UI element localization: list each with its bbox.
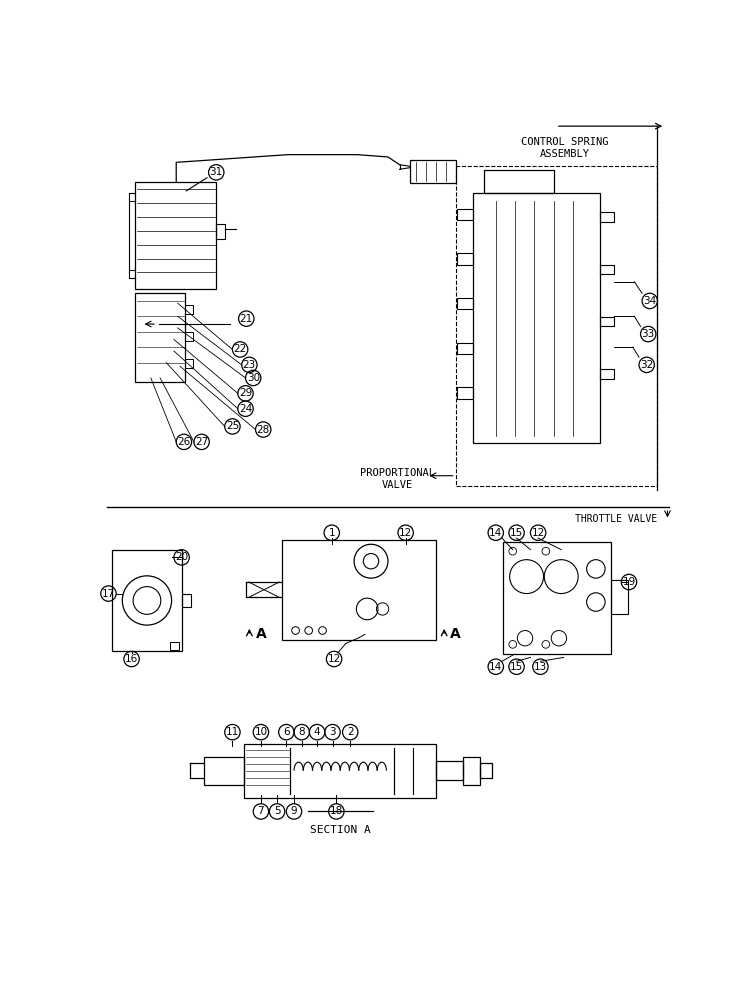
Text: 27: 27 (195, 437, 208, 447)
Bar (283, 540, 437, 640)
Text: 20: 20 (175, 552, 188, 562)
Text: 5: 5 (274, 806, 280, 816)
Bar (456, 166, 657, 486)
Text: 14: 14 (489, 528, 503, 538)
Text: 7: 7 (257, 806, 264, 816)
Text: 33: 33 (642, 329, 654, 339)
Bar (600, 369, 613, 379)
Bar (244, 744, 437, 798)
Text: 17: 17 (102, 589, 115, 599)
Bar (503, 542, 611, 654)
Text: 12: 12 (328, 654, 340, 664)
Bar (204, 757, 244, 785)
Bar (186, 332, 193, 341)
Text: 16: 16 (125, 654, 138, 664)
Bar (600, 265, 613, 274)
Bar (135, 293, 186, 382)
Text: 34: 34 (643, 296, 657, 306)
Text: 6: 6 (283, 727, 289, 737)
Bar (410, 160, 456, 183)
Text: SECTION A: SECTION A (310, 825, 370, 835)
Bar (186, 305, 193, 314)
Bar (473, 193, 600, 443)
Bar (135, 182, 216, 289)
Text: 18: 18 (330, 806, 343, 816)
Text: 25: 25 (226, 421, 239, 431)
Text: 23: 23 (243, 360, 256, 370)
Bar (600, 212, 613, 222)
Text: 8: 8 (298, 727, 305, 737)
Text: 10: 10 (254, 727, 268, 737)
Text: 22: 22 (233, 344, 247, 354)
Bar (457, 253, 473, 265)
Text: 28: 28 (257, 425, 270, 435)
Text: 32: 32 (640, 360, 653, 370)
Text: 12: 12 (532, 528, 545, 538)
Text: 1: 1 (328, 528, 335, 538)
Text: CONTROL SPRING
ASSEMBLY: CONTROL SPRING ASSEMBLY (521, 137, 609, 159)
Bar (484, 170, 554, 193)
Bar (186, 359, 193, 368)
Bar (112, 550, 182, 651)
Bar (600, 317, 613, 326)
Bar (182, 594, 191, 607)
Bar (457, 343, 473, 354)
Bar (457, 387, 473, 399)
Text: 14: 14 (489, 662, 503, 672)
Bar (611, 580, 628, 614)
Text: 15: 15 (510, 528, 523, 538)
Text: 13: 13 (534, 662, 547, 672)
Bar (457, 209, 473, 220)
Text: 19: 19 (622, 577, 636, 587)
Text: 24: 24 (239, 404, 252, 414)
Text: 3: 3 (329, 727, 336, 737)
Text: 4: 4 (314, 727, 320, 737)
Text: 26: 26 (177, 437, 191, 447)
Text: 2: 2 (347, 727, 354, 737)
Text: 15: 15 (510, 662, 523, 672)
Text: A: A (256, 627, 266, 641)
Text: 30: 30 (247, 373, 260, 383)
Text: A: A (450, 627, 461, 641)
Text: 29: 29 (239, 388, 252, 398)
Bar (464, 757, 480, 785)
Text: 12: 12 (399, 528, 412, 538)
Text: PROPORTIONAL
VALVE: PROPORTIONAL VALVE (360, 468, 435, 490)
Bar (457, 298, 473, 309)
Text: 21: 21 (239, 314, 253, 324)
Text: THROTTLE VALVE: THROTTLE VALVE (575, 514, 657, 524)
Text: 9: 9 (291, 806, 298, 816)
Bar (437, 761, 464, 780)
Bar (170, 642, 180, 650)
Bar (216, 224, 225, 239)
Bar (480, 763, 492, 778)
Text: 31: 31 (209, 167, 223, 177)
Text: 11: 11 (226, 727, 239, 737)
